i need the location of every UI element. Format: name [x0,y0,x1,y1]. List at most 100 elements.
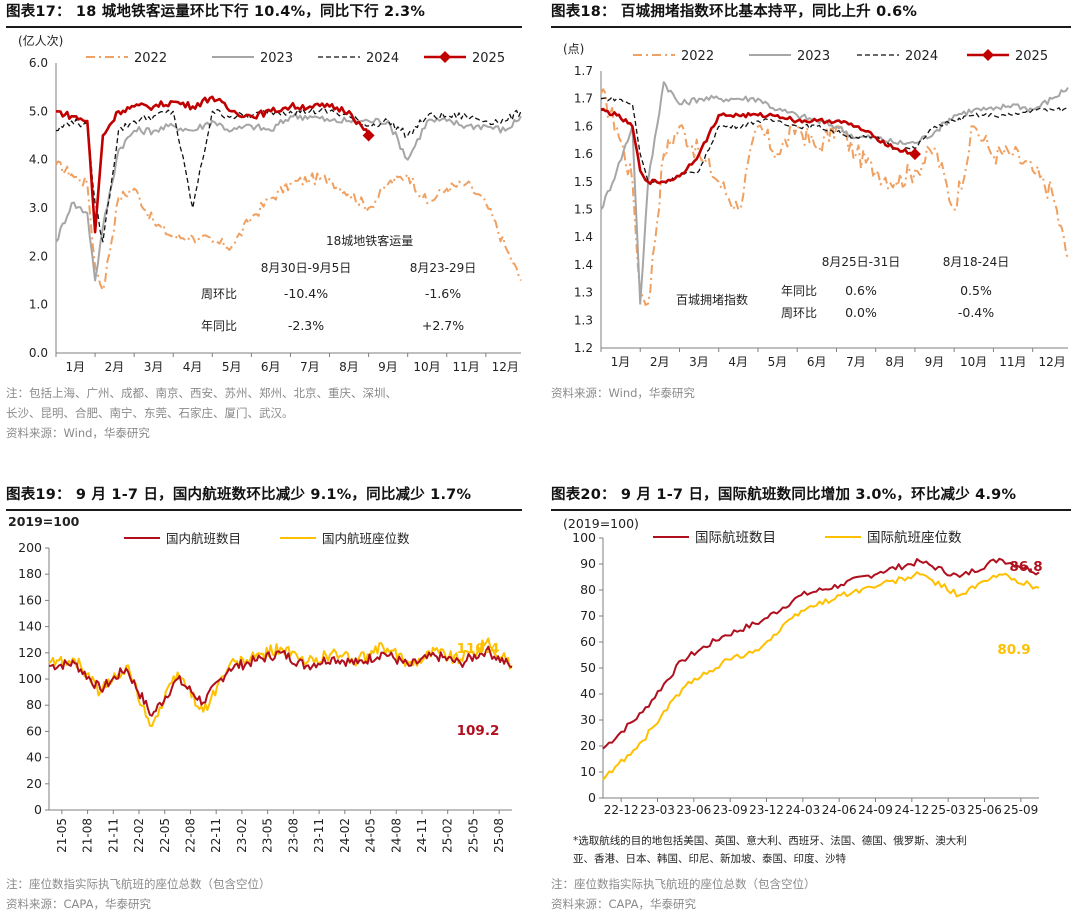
svg20-ytick: 30 [580,712,596,727]
svg17-series-2022 [55,160,522,292]
chart17-title: 图表17： 18 城地铁客运量环比下行 10.4%，同比下行 2.3% [6,4,426,20]
svg18-table-v2: -0.4% [958,305,994,320]
svg18-ytick: 1.2 [574,341,593,355]
svg17-ytick: 0.0 [29,346,48,360]
svg19-ytick: 40 [26,750,42,765]
svg20-ytick: 10 [580,764,596,779]
chart20-footnote-1: *选取航线的目的地包括美国、英国、意大利、西班牙、法国、德国、俄罗斯、澳大利 [573,835,967,847]
svg20-ytick: 0 [588,790,596,805]
svg20-xtick: 25-06 [967,803,1002,817]
svg20-legend-label: 国际航班座位数 [867,530,962,546]
svg20-ytick: 90 [580,556,596,571]
svg20-ytick: 20 [580,738,596,753]
svg20-xtick: 23-03 [640,803,675,817]
svg19-xtick: 23-08 [286,818,300,853]
svg18-legend-label-2023: 2023 [797,49,830,64]
svg19-xtick: 25-08 [492,818,506,853]
svg20-ytick: 70 [580,608,596,623]
svg18-series-2022 [600,88,1069,306]
svg17-table-v1: -2.3% [288,318,324,333]
svg18-xtick: 11月 [999,355,1026,369]
chart18-panel: 图表18： 百城拥堵指数环比基本持平，同比上升 0.6% (点) 1.7 1.7 1.… [551,0,1076,460]
chart18-title: 图表18： 百城拥堵指数环比基本持平，同比上升 0.6% [551,4,918,20]
svg19-xtick: 25-02 [441,818,455,853]
svg19-ytick: 100 [18,671,42,686]
svg19-xtick: 23-02 [235,818,249,853]
svg19-xtick: 21-08 [81,818,95,853]
chart18-title-rule [551,26,1071,28]
svg19-xtick: 24-11 [415,818,429,853]
svg18-table-v2: 0.5% [960,283,992,298]
svg19-xtick: 22-11 [209,818,223,853]
svg19-ytick: 120 [18,645,42,660]
svg17-xtick: 10月 [413,360,440,374]
svg19-ytick: 180 [18,566,42,581]
svg19-ytick: 0 [34,802,42,817]
svg18-xtick: 3月 [689,355,709,369]
svg18-ytick: 1.7 [574,64,593,78]
svg17-legend-marker [439,51,451,63]
svg17-xtick: 5月 [222,360,242,374]
svg20-xtick: 23-12 [749,803,784,817]
svg19-legend-label: 国内航班座位数 [322,531,410,546]
svg20-end-label: 80.9 [997,642,1030,658]
svg18-table-v1: 0.0% [845,305,877,320]
svg17-xtick: 4月 [183,360,203,374]
svg18-ytick: 1.6 [574,119,593,133]
svg17-series-2023 [55,112,522,282]
svg19-ytick: 160 [18,592,42,607]
svg18-ytick: 1.3 [574,286,593,300]
svg20-xtick: 25-03 [931,803,966,817]
svg20-xtick: 24-03 [785,803,820,817]
svg17-table-col2: 8月23-29日 [410,261,477,275]
svg17-ytick: 4.0 [29,153,48,167]
svg17-ytick: 5.0 [29,104,48,118]
svg18-xtick: 1月 [611,355,631,369]
svg17-xtick: 12月 [492,360,519,374]
svg17-yunit: (亿人次) [18,33,63,48]
svg17-ytick: 1.0 [29,298,48,312]
svg20-legend-label: 国际航班数目 [695,530,776,546]
chart20-title-rule [551,509,1071,511]
chart17-panel: 图表17： 18 城地铁客运量环比下行 10.4%，同比下行 2.3% (亿人次… [6,0,528,460]
chart18-source: 资料来源：Wind，华泰研究 [551,386,695,400]
svg18-series-2025 [600,107,916,186]
svg18-legend-label-2025: 2025 [1015,49,1048,64]
svg20-ytick: 60 [580,634,596,649]
svg18-yunit: (点) [563,42,584,56]
svg19-ytick: 60 [26,723,42,738]
svg18-ytick: 1.4 [574,258,593,272]
svg18-ytick: 1.4 [574,230,593,244]
svg17-legend-label-2024: 2024 [366,51,399,66]
svg20-xtick: 25-09 [1003,803,1038,817]
svg19-series-1 [48,637,513,728]
svg19-xtick: 24-05 [364,818,378,853]
svg18-ytick: 1.6 [574,147,593,161]
svg19-end-label: 109.2 [457,723,500,739]
svg17-table-v1: -10.4% [284,286,328,301]
svg17-xtick: 6月 [261,360,281,374]
svg18-table-col2: 8月18-24日 [943,255,1010,269]
svg20-xtick: 24-09 [858,803,893,817]
svg17-ytick: 2.0 [29,249,48,263]
chart20-note: 注：座位数指实际执飞航班的座位总数（包含空位） [551,877,816,891]
chart20-panel: 图表20： 9 月 1-7 日，国际航班数同比增加 3.0%，环比减少 4.9%… [551,483,1076,913]
svg19-xtick: 22-08 [183,818,197,853]
svg20-xtick: 24-06 [822,803,857,817]
svg17-series-2024 [55,107,522,243]
svg18-table-row-label: 年同比 [781,284,817,298]
svg18-ytick: 1.5 [574,175,593,189]
chart17-source: 资料来源：Wind，华泰研究 [6,426,150,440]
chart17-note-2: 长沙、昆明、合肥、南宁、东莞、石家庄、厦门、武汉。 [6,406,294,420]
svg18-ytick: 1.5 [574,203,593,217]
svg17-2025-end-marker [362,129,375,142]
svg18-ytick: 1.3 [574,313,593,327]
svg19-end-label: 110.4 [457,641,500,657]
chart18-plot: (点) 1.7 1.7 1.6 1.6 1.5 1.5 1.4 1.4 1.3 1.3 1.2 1月 2月… [563,42,1069,369]
svg17-ytick: 6.0 [29,56,48,70]
svg20-end-label: 86.8 [1009,559,1042,575]
chart19-title: 图表19： 9 月 1-7 日，国内航班数环比减少 9.1%，同比减少 1.7% [6,487,472,503]
svg20-ytick: 50 [580,660,596,675]
chart19-plot: 2019=10020018016014012010080604020021-05… [8,514,513,853]
chart17-title-rule [6,26,522,28]
